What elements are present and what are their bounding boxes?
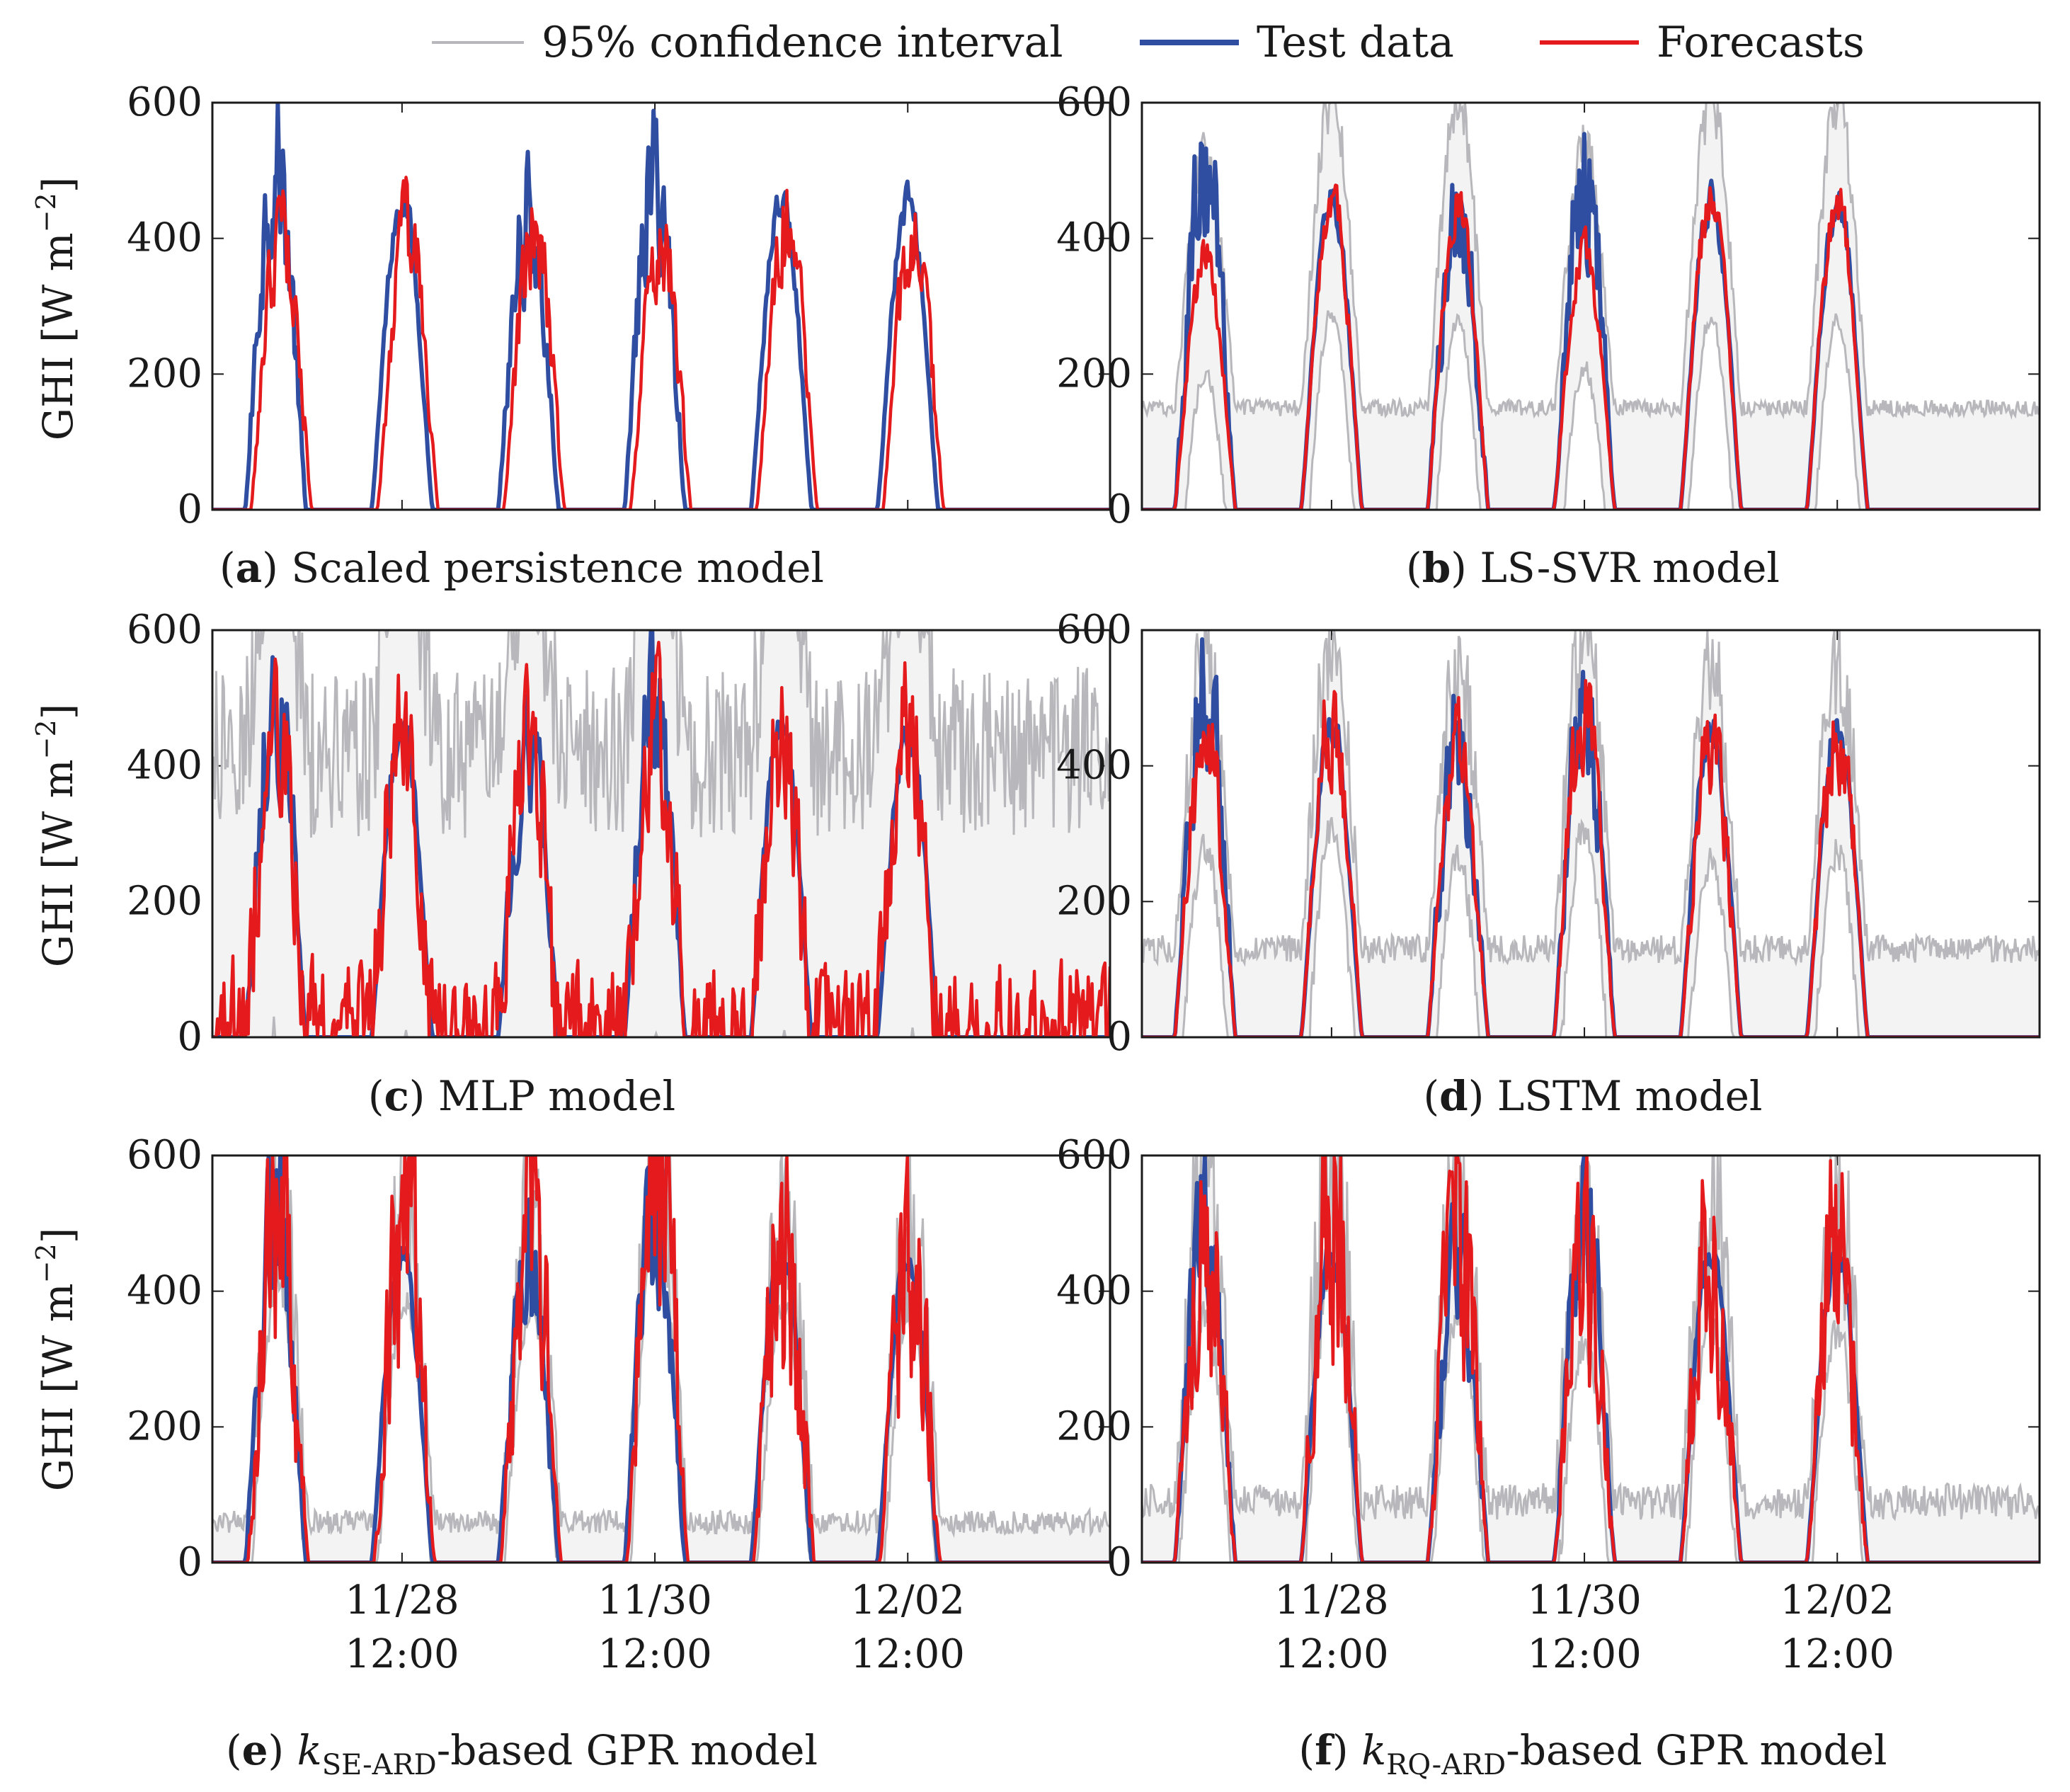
y-tick-label: 400: [127, 215, 202, 261]
legend-ci-label: 95% confidence interval: [542, 18, 1063, 67]
panel-d: 0 200 400 600: [1056, 607, 2041, 1060]
ci-lower-line: [1142, 310, 2040, 510]
plot-area: [212, 103, 1110, 510]
caption-b: (b) LS-SVR model: [1406, 544, 1780, 592]
y-tick-label: 200: [1056, 350, 1132, 396]
y-tick-label: 200: [1056, 1403, 1132, 1449]
panel-a: 0 200 400 600: [127, 79, 1111, 532]
y-tick-label: 0: [1107, 486, 1132, 532]
plot-frame: [1140, 629, 2041, 1039]
x-tick-label-time: 12:00: [1780, 1631, 1894, 1677]
ci-lower-line: [1142, 816, 2040, 1037]
y-tick-label: 400: [1056, 1268, 1132, 1314]
forecast-line: [212, 640, 1110, 1037]
test-data-line: [212, 103, 1110, 510]
forecast-line: [212, 176, 1110, 510]
forecast-line: [1142, 679, 2040, 1037]
x-tick-label-time: 12:00: [345, 1631, 459, 1677]
plot-area: [212, 630, 1110, 1037]
y-tick-label: 200: [1056, 878, 1132, 924]
y-tick-label: 600: [1056, 79, 1132, 125]
x-tick-label-time: 12:00: [597, 1631, 711, 1677]
y-tick-label: 200: [127, 878, 202, 924]
test-data-line: [1142, 132, 2040, 510]
plot-frame: [211, 1154, 1111, 1564]
panel-e: 0 200 400 600 11/28 12:00 11/30 12:00 12/02 12:00: [127, 1132, 1111, 1677]
y-axis-label-row1: GHI [W m−2]: [30, 177, 82, 441]
x-tick-label-time: 12:00: [1274, 1631, 1388, 1677]
x-tick-label-date: 11/30: [597, 1577, 711, 1623]
y-axis-label-row2: GHI [W m−2]: [30, 704, 82, 968]
panel-b: 0 200 400 600: [1056, 79, 2041, 532]
y-tick-label: 0: [1107, 1014, 1132, 1060]
plot-frame: [1140, 1154, 2041, 1564]
plot-area: [1142, 1155, 2040, 1563]
forecast-line: [212, 1155, 1110, 1563]
test-data-line: [1142, 1155, 2040, 1563]
y-tick-label: 0: [177, 486, 202, 532]
x-tick-label-date: 11/30: [1527, 1577, 1641, 1623]
legend-forecast-label: Forecasts: [1657, 18, 1865, 67]
y-axis-label-row3: GHI [W m−2]: [30, 1228, 82, 1492]
legend: 95% confidence interval Test data Foreca…: [432, 18, 1865, 67]
forecast-line: [1142, 183, 2040, 510]
ci-upper-line: [212, 630, 1110, 838]
panel-f: 0 200 400 600 11/28 12:00 11/30 12:00 12/02 12:00: [1056, 1132, 2041, 1677]
x-tick-label-date: 12/02: [851, 1577, 965, 1623]
y-tick-label: 0: [177, 1014, 202, 1060]
plot-area: [1142, 103, 2040, 510]
y-tick-label: 400: [127, 1268, 202, 1314]
plot-frame: [211, 629, 1111, 1039]
caption-d: (d) LSTM model: [1424, 1072, 1763, 1120]
y-tick-label: 600: [1056, 1132, 1132, 1178]
y-tick-label: 200: [127, 1403, 202, 1449]
ci-upper-line: [212, 1155, 1110, 1539]
x-tick-label-date: 12/02: [1780, 1577, 1894, 1623]
y-tick-label: 400: [1056, 743, 1132, 789]
caption-e: (e) kSE-ARD-based GPR model: [226, 1726, 818, 1781]
y-tick-label: 600: [127, 607, 202, 653]
legend-test-label: Test data: [1257, 18, 1454, 67]
forecast-line: [1142, 1155, 2040, 1563]
x-tick-label-time: 12:00: [1527, 1631, 1641, 1677]
caption-c: (c) MLP model: [368, 1072, 675, 1120]
y-tick-label: 600: [1056, 607, 1132, 653]
y-tick-label: 0: [177, 1539, 202, 1585]
plot-area: [212, 1155, 1110, 1563]
x-tick-label-date: 11/28: [1274, 1577, 1388, 1623]
y-tick-label: 600: [127, 79, 202, 125]
plot-frame: [1140, 101, 2041, 511]
plot-frame: [211, 101, 1111, 511]
panel-c: 0 200 400 600: [127, 607, 1111, 1060]
y-tick-label: 600: [127, 1132, 202, 1178]
y-tick-label: 400: [127, 743, 202, 789]
caption-f: (f) kRQ-ARD-based GPR model: [1298, 1726, 1887, 1781]
y-tick-label: 0: [1107, 1539, 1132, 1585]
x-tick-label-time: 12:00: [851, 1631, 965, 1677]
ci-upper-line: [1142, 630, 2040, 967]
caption-a: (a) Scaled persistence model: [219, 544, 824, 592]
x-tick-label-date: 11/28: [345, 1577, 459, 1623]
y-tick-label: 400: [1056, 215, 1132, 261]
y-tick-label: 200: [127, 350, 202, 396]
plot-area: [1142, 630, 2040, 1037]
test-data-line: [1142, 637, 2040, 1037]
